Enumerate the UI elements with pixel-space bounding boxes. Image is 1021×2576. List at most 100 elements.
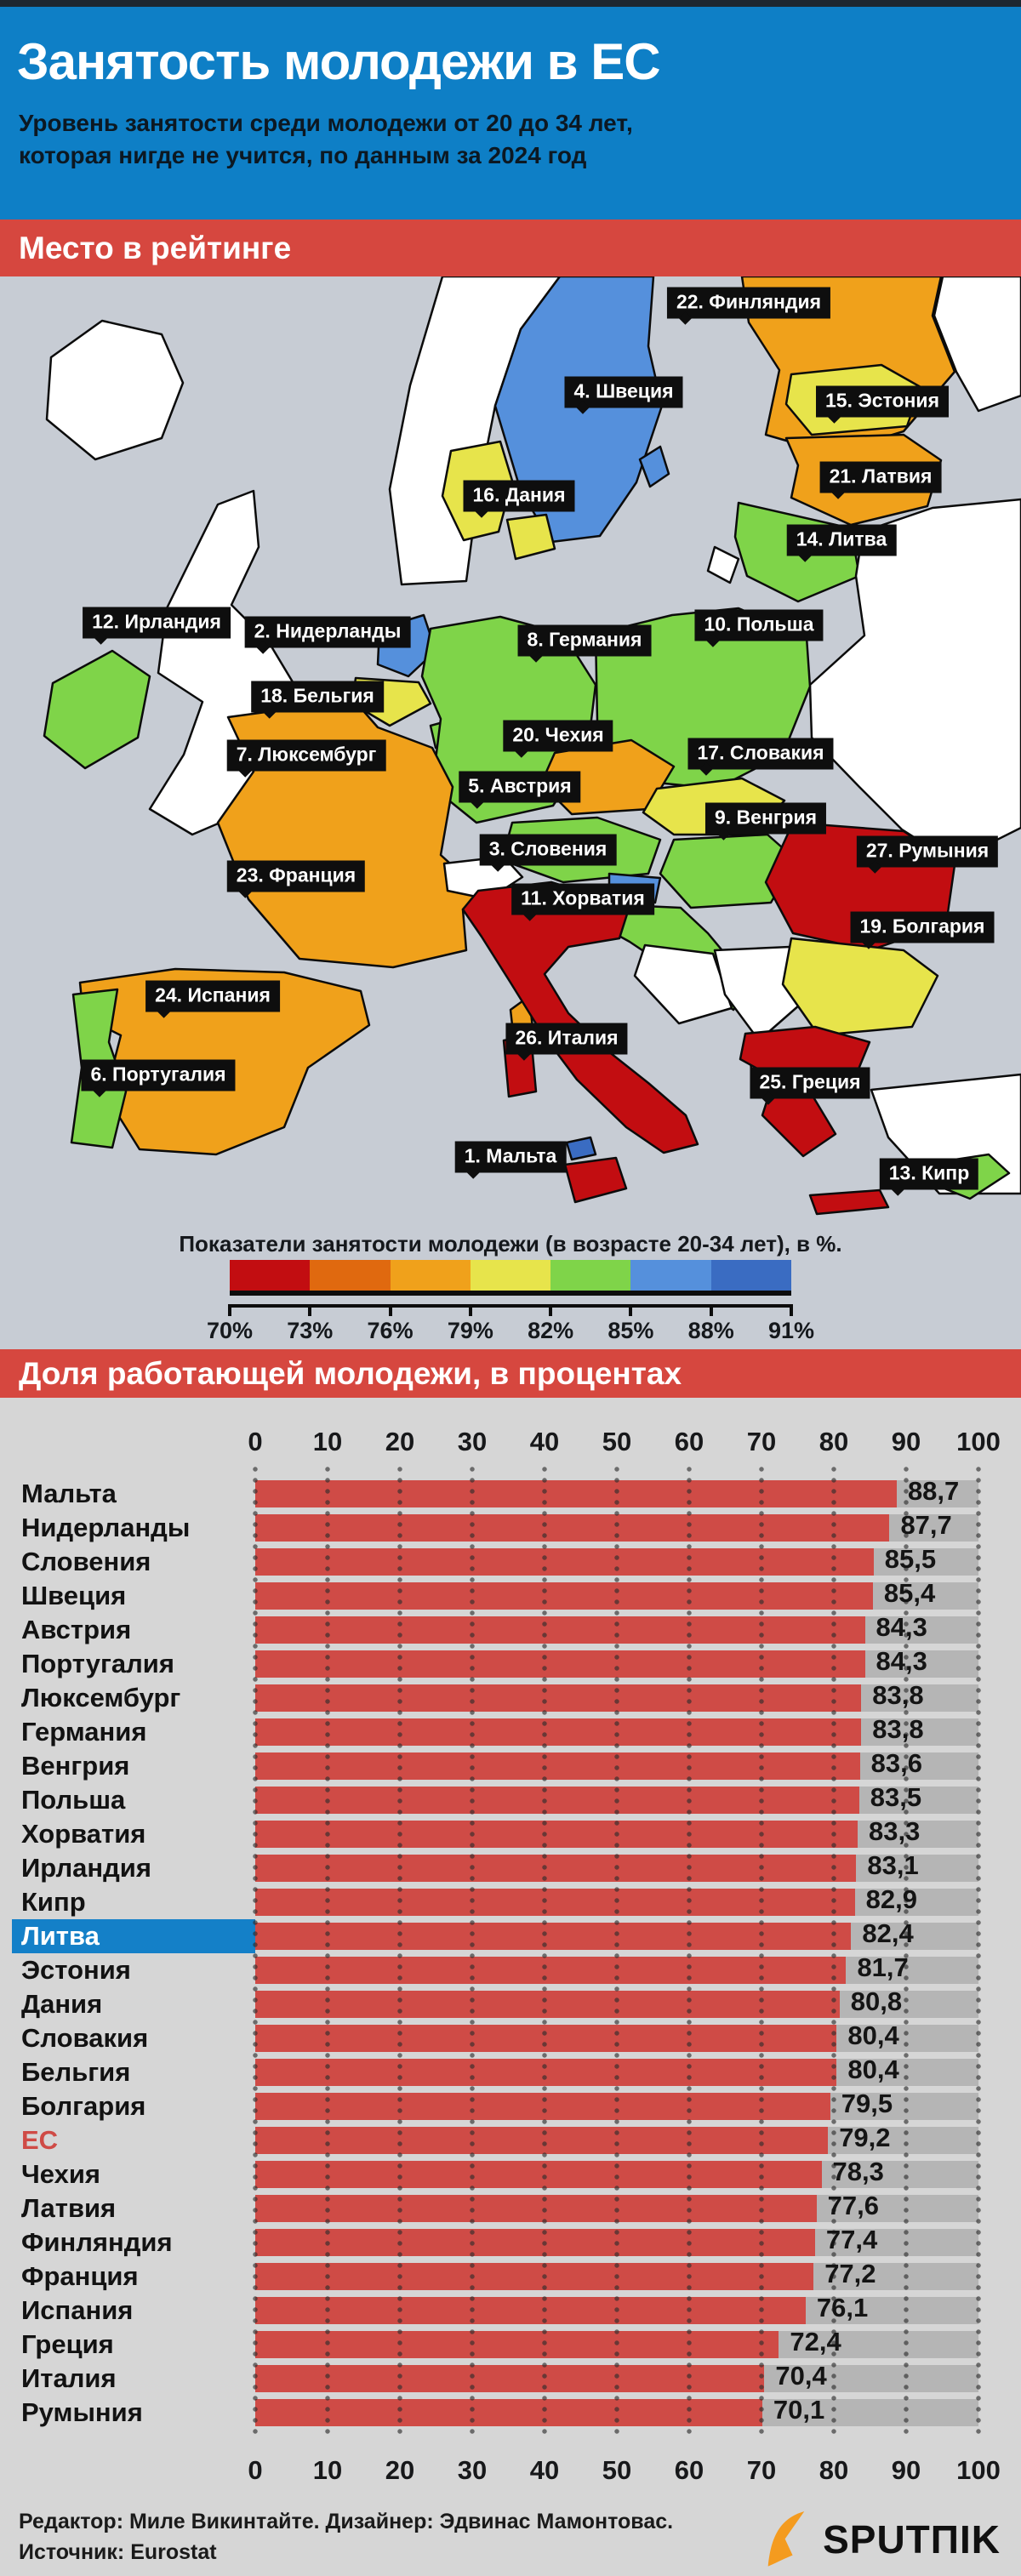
- header: Занятость молодежи в ЕС Уровень занятост…: [0, 7, 1021, 219]
- country-hungary: [659, 833, 798, 909]
- bar-value-label: 85,5: [884, 1544, 937, 1574]
- country-malta: [565, 1136, 597, 1161]
- legend-tick-label: 82%: [528, 1318, 574, 1343]
- bar-fill: [255, 1718, 862, 1746]
- axis-tick-label: 50: [602, 1427, 632, 1456]
- bar-row-Германия: Германия 83,8: [0, 1715, 1021, 1749]
- map-rank-badge: 14. Литва: [786, 524, 897, 556]
- bar-row-label: Швеция: [21, 1581, 127, 1610]
- bar-row-Кипр: Кипр 82,9: [0, 1885, 1021, 1919]
- country-russia: [933, 276, 1021, 413]
- legend-tick-label: 73%: [287, 1318, 334, 1343]
- bar-row-label: Ирландия: [21, 1853, 151, 1883]
- bar-row-label: Польша: [21, 1785, 126, 1815]
- country-sicily: [563, 1156, 628, 1204]
- bar-value-label: 82,9: [865, 1884, 917, 1914]
- subtitle-line-2: которая нигде не учится, по данным за 20…: [19, 142, 587, 168]
- bar-track: [255, 1480, 978, 1507]
- bar-row-label: ЕС: [21, 2125, 59, 2155]
- map-rank-badge: 9. Венгрия: [704, 802, 827, 835]
- bar-row-Италия: Италия 70,4: [0, 2362, 1021, 2396]
- bar-row-label: Греция: [21, 2329, 114, 2359]
- bar-row-Словакия: Словакия 80,4: [0, 2021, 1021, 2055]
- legend-tick-mark: [709, 1304, 713, 1316]
- bar-fill: [255, 1514, 890, 1542]
- legend-color-segment: [710, 1260, 791, 1291]
- map-rank-badge: 22. Финляндия: [666, 287, 831, 319]
- bar-row-Австрия: Австрия 84,3: [0, 1613, 1021, 1647]
- bar-row-Нидерланды: Нидерланды 87,7: [0, 1511, 1021, 1545]
- bar-row-label: Франция: [21, 2261, 139, 2291]
- bar-row-label: Словакия: [21, 2023, 149, 2053]
- bar-value-label: 84,3: [876, 1646, 927, 1676]
- bar-fill: [255, 1787, 859, 1814]
- bar-value-label: 83,3: [869, 1816, 921, 1846]
- country-gotland: [638, 445, 670, 488]
- bar-fill: [255, 2297, 806, 2324]
- bar-row-Болгария: Болгария 79,5: [0, 2089, 1021, 2123]
- bar-fill: [255, 1957, 847, 1984]
- map-rank-badge: 11. Хорватия: [511, 883, 654, 915]
- map-rank-badge: 4. Швеция: [564, 376, 683, 408]
- europe-map-section: 22. Финляндия 4. Швеция 15. Эстония 21. Лат…: [0, 276, 1021, 1349]
- bar-row-Португалия: Португалия 84,3: [0, 1647, 1021, 1681]
- axis-tick-label: 100: [956, 1427, 1001, 1456]
- legend-tick-mark: [308, 1304, 312, 1316]
- bar-value-label: 80,8: [850, 1986, 903, 2016]
- bar-value-label: 70,1: [773, 2395, 825, 2425]
- bar-fill: [255, 1480, 897, 1507]
- bar-row-Франция: Франция 77,2: [0, 2260, 1021, 2294]
- axis-tick-label: 60: [674, 2455, 704, 2485]
- legend-tick-label: 70%: [206, 1318, 254, 1343]
- map-rank-badge: 16. Дания: [463, 480, 575, 512]
- bar-fill: [255, 1855, 857, 1882]
- bar-track: [255, 1514, 978, 1542]
- bar-value-label: 83,5: [870, 1782, 922, 1812]
- sputnik-sail-icon: [767, 2511, 805, 2567]
- map-rank-badge: 27. Румыния: [856, 835, 999, 868]
- axis-tick-label: 40: [529, 1427, 560, 1456]
- map-rank-badge: 17. Словакия: [687, 738, 834, 770]
- axis-tick-label: 20: [385, 1427, 415, 1456]
- legend-color-segment: [470, 1260, 551, 1291]
- bar-row-label: Дания: [21, 1989, 103, 2019]
- map-rank-badge: 6. Португалия: [81, 1059, 236, 1091]
- bar-row-label: Люксембург: [21, 1683, 181, 1713]
- axis-tick-label: 70: [746, 1427, 777, 1456]
- legend-tick-label: 76%: [367, 1318, 414, 1343]
- bar-row-label: Румыния: [21, 2397, 143, 2427]
- sputnik-logo: SPUTΠIK: [761, 2511, 1001, 2567]
- bar-fill: [255, 2365, 765, 2392]
- bar-fill: [255, 2195, 817, 2222]
- country-serbia: [713, 945, 801, 1042]
- bar-row-Испания: Испания 76,1: [0, 2294, 1021, 2328]
- map-rank-badge: 1. Мальта: [454, 1141, 567, 1173]
- axis-tick-label: 40: [529, 2455, 560, 2485]
- map-legend: Показатели занятости молодежи (в возраст…: [0, 1229, 1021, 1349]
- bar-value-label: 83,1: [867, 1850, 919, 1880]
- bar-value-label: 83,8: [872, 1680, 924, 1710]
- bar-value-label: 81,7: [857, 1952, 909, 1982]
- legend-tick-mark: [549, 1304, 553, 1316]
- bar-row-Ирландия: Ирландия 83,1: [0, 1851, 1021, 1885]
- bar-fill: [255, 2399, 762, 2426]
- bar-fill: [255, 1752, 860, 1780]
- bar-row-label: Финляндия: [21, 2227, 173, 2257]
- bar-fill: [255, 2059, 837, 2086]
- bar-value-label: 84,3: [876, 1612, 927, 1642]
- bar-track: [255, 1548, 978, 1576]
- bar-fill: [255, 1923, 852, 1950]
- bar-track: [255, 1650, 978, 1678]
- legend-tick-mark: [468, 1304, 472, 1316]
- legend-color-segment: [550, 1260, 631, 1291]
- map-rank-badge: 21. Латвия: [819, 461, 942, 493]
- bar-row-label: Болгария: [21, 2091, 146, 2121]
- credits-line: Редактор: Миле Викинтайте. Дизайнер: Эдв…: [19, 2510, 674, 2533]
- bar-fill: [255, 1548, 874, 1576]
- map-country-labels: 22. Финляндия 4. Швеция 15. Эстония 21. Лат…: [0, 276, 1021, 1229]
- bar-row-label: Мальта: [21, 1479, 117, 1508]
- axis-tick-label: 30: [457, 1427, 488, 1456]
- legend-color-segment: [310, 1260, 391, 1291]
- bar-track: [255, 1752, 978, 1780]
- legend-title: Показатели занятости молодежи (в возраст…: [179, 1231, 842, 1257]
